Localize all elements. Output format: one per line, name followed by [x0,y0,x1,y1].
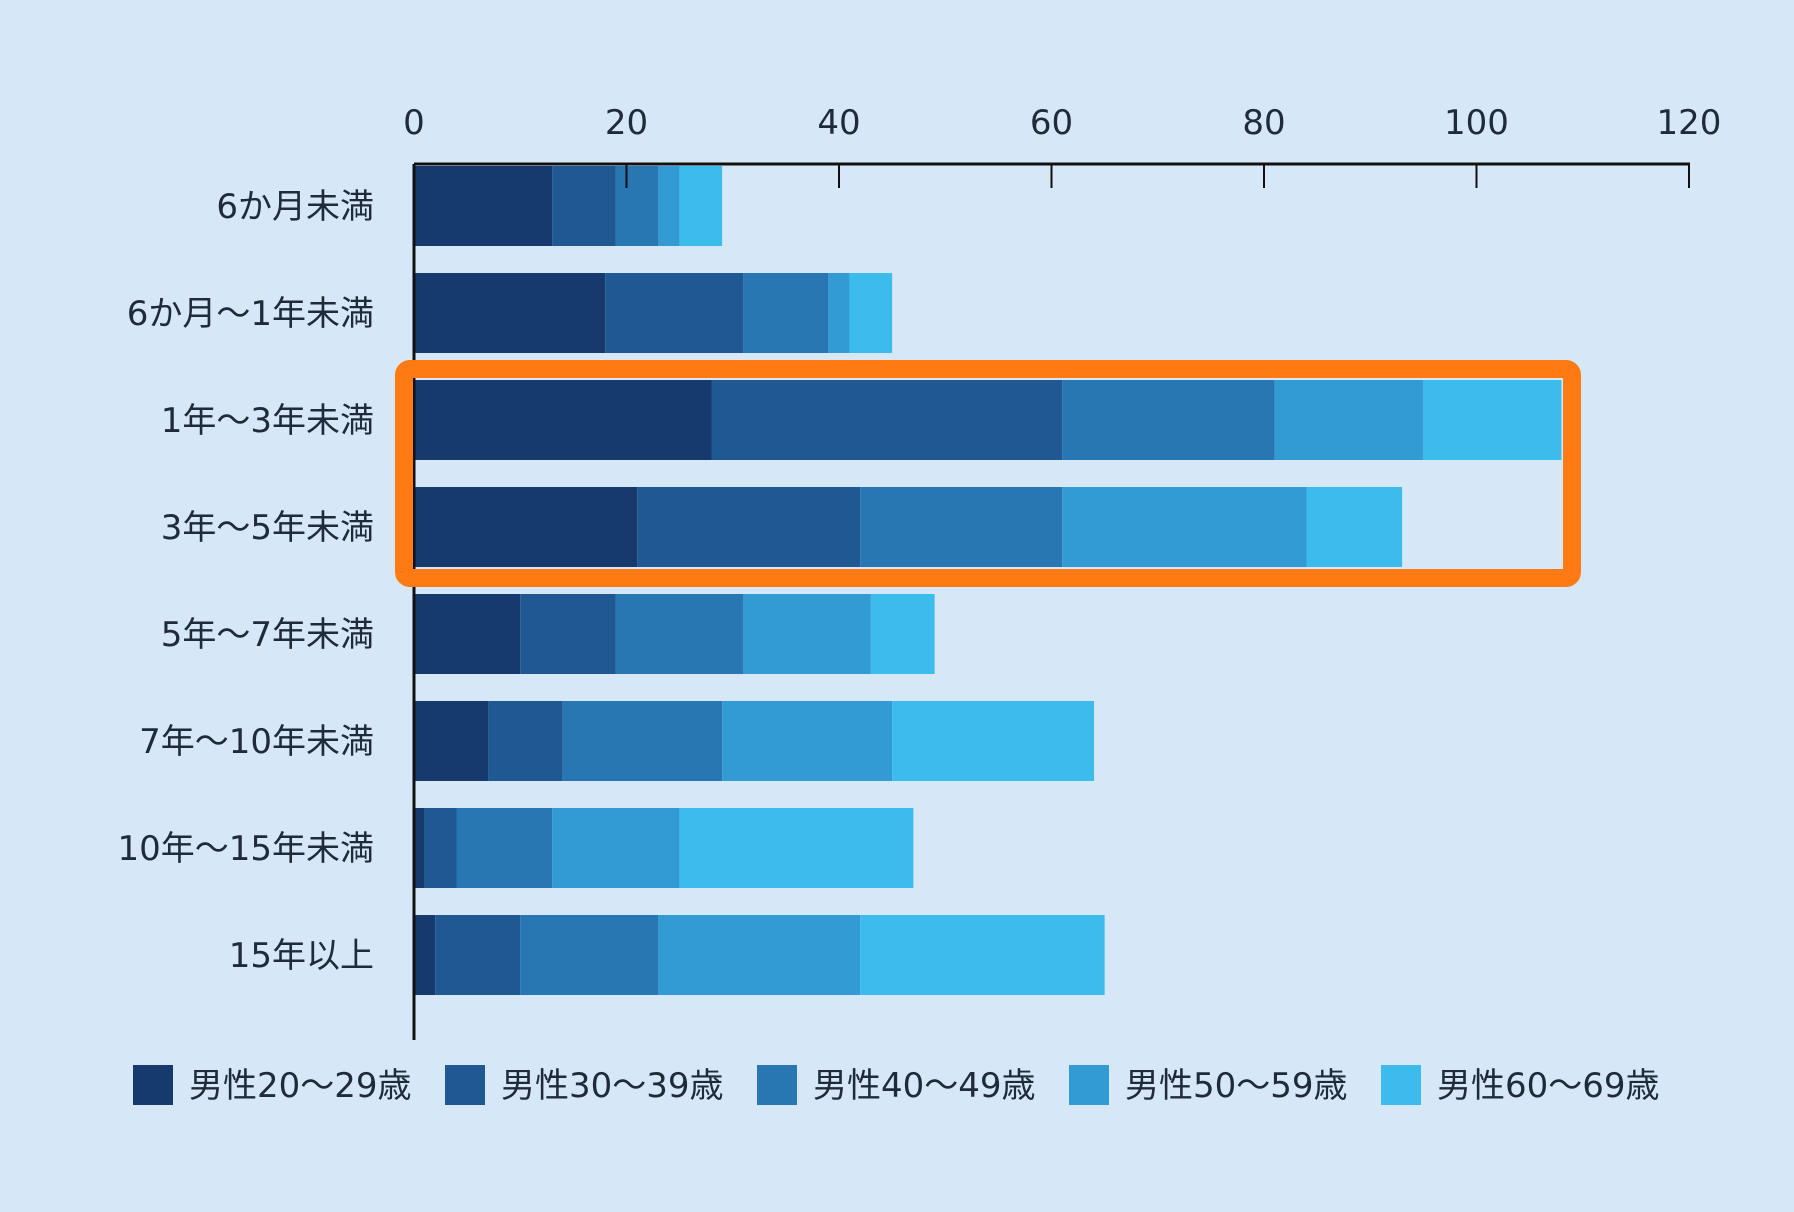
legend-label: 男性20〜29歳 [189,1066,412,1106]
category-label: 15年以上 [229,936,374,976]
category-label: 6か月〜1年未満 [127,294,374,334]
highlight-layer [395,360,1581,587]
bar-segment [414,380,712,460]
bar-segment [1306,487,1403,567]
bar-segment [552,808,680,888]
bar-segment [520,594,616,674]
legend-swatch [445,1065,485,1105]
category-label: 6か月未満 [216,187,374,227]
bar-segment [562,701,723,781]
x-tick-layer: 0 20 40 60 80 100 120 [403,103,1721,188]
bar-segment [615,594,744,674]
legend-label: 男性40〜49歳 [813,1066,1036,1106]
legend-swatch [1069,1065,1109,1105]
bar-segment [658,915,861,995]
legend-swatch [1381,1065,1421,1105]
bar-segment [722,701,893,781]
legend-swatch [133,1065,173,1105]
x-tick-label: 80 [1242,103,1285,143]
bar-segment [456,808,553,888]
legend-label: 男性30〜39歳 [501,1066,724,1106]
bar-segment [435,915,521,995]
bar-segment [414,701,489,781]
legend: 男性20〜29歳 男性30〜39歳 男性40〜49歳 男性50〜59歳 男性60〜69歳 [133,1065,1660,1106]
legend-label: 男性60〜69歳 [1437,1066,1660,1106]
category-label: 10年〜15年未満 [117,829,374,869]
bar-segment [414,594,521,674]
bar-segment [414,487,638,567]
bar-segment [1274,380,1424,460]
bar-segment [1062,380,1275,460]
bar-segment [637,487,861,567]
bar-segment [605,273,744,353]
bar-segment [711,380,1063,460]
bar-segment [849,273,893,353]
x-tick-label: 120 [1657,103,1722,143]
bar-segment [679,808,914,888]
bar-segment [828,273,850,353]
legend-label: 男性50〜59歳 [1125,1066,1348,1106]
bar-segment [414,273,606,353]
bar-segment [414,808,425,888]
bar-segment [743,594,871,674]
category-label: 3年〜5年未満 [161,508,374,548]
bar-segment [679,166,723,246]
category-label-layer: 6か月未満 6か月〜1年未満 1年〜3年未満 3年〜5年未満 5年〜7年未満 7年〜10年… [117,187,374,976]
category-label: 7年〜10年未満 [139,722,374,762]
x-tick-label: 100 [1444,103,1509,143]
bar-segment [615,166,659,246]
x-tick-label: 0 [403,103,425,143]
bar-segment [520,915,659,995]
bar-segment [414,915,436,995]
bar-segment [488,701,563,781]
x-tick-label: 60 [1030,103,1073,143]
legend-swatch [757,1065,797,1105]
bar-segment [424,808,457,888]
bar-segment [552,166,616,246]
bar-segment [1423,380,1562,460]
bar-segment [658,166,680,246]
x-tick-label: 40 [817,103,860,143]
bar-segment [1062,487,1307,567]
category-label: 5年〜7年未満 [161,615,374,655]
bar-segment [870,594,935,674]
bars-layer [414,166,1562,995]
x-tick-label: 20 [605,103,648,143]
bar-segment [860,487,1063,567]
bar-segment [892,701,1094,781]
highlight-box [395,360,1581,587]
bar-segment [860,915,1105,995]
bar-segment [743,273,829,353]
bar-segment [414,166,553,246]
category-label: 1年〜3年未満 [161,401,374,441]
